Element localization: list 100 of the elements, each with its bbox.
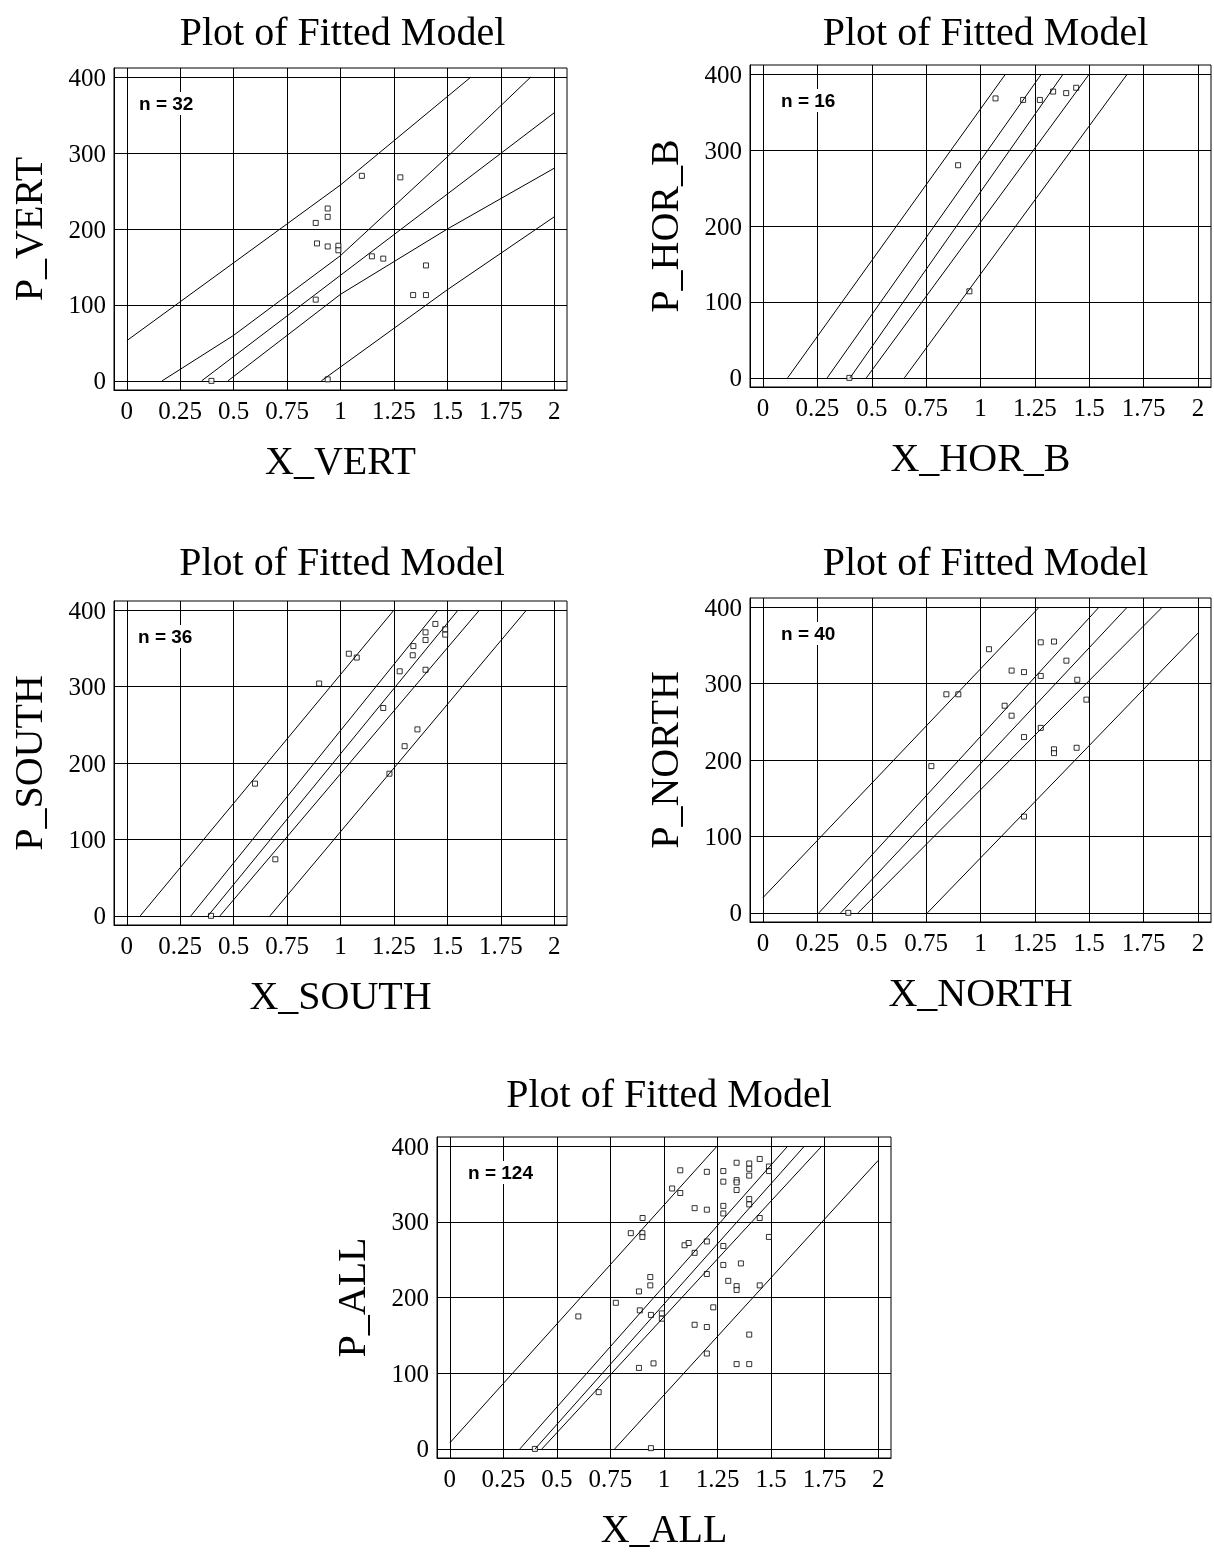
point (422, 292, 429, 299)
x-tick-label: 0.75 (265, 932, 309, 959)
point (272, 856, 279, 863)
point (312, 219, 319, 226)
point (1083, 696, 1090, 703)
x-tick-label: 1.25 (372, 932, 416, 959)
point (368, 253, 375, 260)
point (1074, 676, 1081, 683)
x-tick-label: 2 (871, 1465, 885, 1492)
point (358, 172, 365, 179)
point (410, 292, 417, 299)
y-tick-label: 300 (704, 136, 742, 164)
x-tick-label: 1.75 (1121, 929, 1166, 956)
x-tick-label: 0 (120, 397, 134, 424)
annotation: n = 32 (139, 93, 194, 114)
point (396, 668, 403, 675)
x-axis-title: X_SOUTH (249, 972, 432, 1018)
point (208, 377, 215, 384)
y-tick-label: 300 (704, 670, 742, 698)
point (314, 240, 320, 247)
y-tick-label: 0 (729, 899, 742, 927)
x-tick-label: 2 (1191, 929, 1205, 956)
x-tick-label: 1.5 (755, 1465, 787, 1492)
x-tick-label: 1 (657, 1465, 671, 1492)
point (409, 652, 416, 659)
x-tick-label: 1 (334, 932, 347, 959)
y-tick-label: 0 (729, 364, 742, 392)
point (397, 174, 404, 181)
x-tick-label: 0.5 (541, 1465, 573, 1492)
y-tick-label: 0 (93, 902, 106, 930)
x-tick-label: 2 (547, 932, 561, 959)
point (1036, 96, 1043, 103)
y-tick-label: 400 (704, 593, 742, 621)
y-axis-title: P_ALL (328, 1237, 374, 1358)
x-tick-label: 1.25 (1012, 394, 1057, 421)
point (1063, 657, 1070, 664)
x-tick-label: 1.25 (372, 397, 416, 424)
x-tick-label: 0.25 (795, 394, 840, 421)
point (380, 704, 387, 711)
point (422, 629, 429, 636)
point (401, 743, 408, 750)
x-tick-label: 1.75 (478, 932, 523, 959)
y-tick-label: 200 (68, 215, 106, 243)
x-axis-title: X_VERT (265, 437, 416, 483)
x-tick-label: 0.75 (904, 929, 949, 956)
y-tick-label: 100 (68, 291, 106, 319)
x-tick-label: 0.25 (481, 1465, 526, 1492)
x-tick-label: 1.5 (431, 932, 463, 959)
point (992, 95, 999, 102)
point (943, 691, 950, 698)
x-tick-label: 0.5 (856, 929, 888, 956)
x-axis-title: X_NORTH (888, 969, 1073, 1015)
y-tick-label: 200 (391, 1284, 429, 1311)
point (1037, 672, 1044, 679)
point (422, 262, 429, 269)
annotation: n = 36 (138, 626, 193, 647)
point (955, 162, 962, 169)
y-tick-label: 100 (391, 1359, 429, 1387)
y-tick-label: 100 (68, 825, 106, 853)
y-tick-label: 200 (704, 212, 742, 240)
y-tick-label: 300 (68, 139, 106, 167)
x-tick-label: 0 (120, 932, 134, 959)
y-axis-title: P_NORTH (641, 671, 687, 849)
y-tick-label: 100 (704, 822, 742, 850)
y-tick-label: 100 (704, 288, 742, 316)
x-tick-label: 1.5 (1073, 394, 1105, 421)
point (1037, 639, 1044, 646)
y-axis-title: P_VERT (5, 156, 51, 302)
point (324, 205, 331, 212)
point (335, 247, 342, 254)
annotation: n = 124 (468, 1162, 534, 1183)
chart-title: Plot of Fitted Model (506, 1070, 832, 1116)
chart-title: Plot of Fitted Model (822, 538, 1149, 584)
point (324, 213, 331, 220)
point (1051, 750, 1057, 757)
point (324, 243, 331, 250)
point (442, 631, 449, 638)
x-tick-label: 1 (974, 929, 987, 956)
point (252, 780, 259, 787)
y-axis-title: P_HOR_B (641, 139, 687, 313)
x-tick-label: 0.5 (856, 394, 888, 421)
x-axis-title: X_HOR_B (890, 434, 1071, 480)
x-tick-label: 1.5 (1073, 929, 1105, 956)
x-tick-label: 1.5 (431, 397, 463, 424)
y-tick-label: 200 (704, 746, 742, 774)
y-tick-label: 300 (391, 1208, 429, 1236)
point (422, 636, 429, 643)
x-tick-label: 0 (756, 394, 770, 421)
y-tick-label: 400 (704, 60, 742, 88)
x-tick-label: 1.25 (1012, 929, 1057, 956)
point (1008, 667, 1015, 674)
point (1073, 744, 1080, 751)
annotation: n = 16 (781, 90, 836, 111)
x-tick-label: 0.5 (218, 397, 250, 424)
point (432, 620, 439, 627)
annotation: n = 40 (781, 623, 836, 644)
x-tick-label: 0 (756, 929, 770, 956)
x-tick-label: 2 (547, 397, 561, 424)
point (1020, 669, 1027, 676)
y-tick-label: 0 (93, 367, 106, 395)
